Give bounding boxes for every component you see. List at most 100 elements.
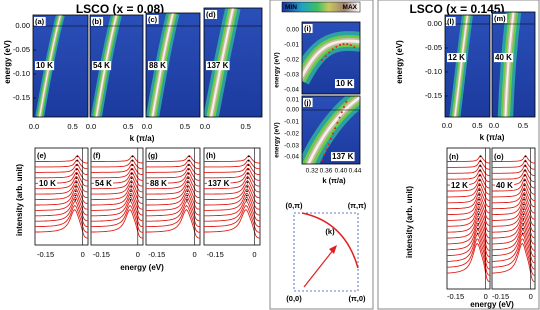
peak-dot (130, 172, 133, 175)
edc-curve (447, 229, 490, 264)
panel-tag-bg (493, 13, 508, 23)
edc-curve (91, 154, 143, 164)
peak-dot (523, 194, 526, 196)
dispersion-point (323, 153, 326, 156)
dispersion-point (342, 43, 345, 46)
temperature-bg (148, 61, 168, 71)
edc-curve (492, 164, 535, 176)
edc-curve (204, 196, 260, 222)
edc-curve (204, 175, 260, 193)
panel-tag: (k) (325, 227, 335, 236)
edc-curve (447, 182, 490, 201)
band-core (39, 15, 62, 117)
y-axis-label: energy (eV) (395, 40, 404, 84)
x-tick-label: 0.0 (442, 121, 452, 130)
peak-dot (479, 155, 482, 158)
temperature-bg (207, 179, 231, 189)
edc-curve (91, 204, 143, 233)
temperature: 88 K (149, 61, 166, 70)
band-core (209, 8, 235, 117)
temperature: 137 K (332, 152, 354, 161)
peak-dot (523, 179, 526, 182)
edc-curve (447, 191, 490, 214)
x-tick-label: 0.5 (518, 121, 528, 130)
peak-dot (130, 177, 133, 180)
panel-border (89, 14, 144, 118)
peak-dot (247, 168, 250, 171)
y-tick-label: 0.00 (286, 107, 299, 114)
peak-dot (75, 168, 78, 171)
x-tick-label: 0.0 (29, 122, 39, 131)
edc-curve (447, 233, 490, 270)
dispersion-point (346, 43, 349, 46)
bz-corner: (π,π) (348, 201, 367, 210)
panel-tag: (g) (148, 151, 158, 160)
y-tick-label: -0.05 (425, 43, 442, 52)
edc-curve (447, 187, 490, 208)
edc-curve (146, 196, 200, 222)
panel-tag: (e) (37, 151, 47, 160)
peak-dot (186, 199, 188, 201)
heatmap (302, 22, 360, 94)
edc-curve (492, 242, 535, 283)
panel-tag: (l) (447, 17, 455, 26)
band-core (307, 96, 360, 164)
peak-dot (188, 159, 190, 162)
peak-dot (131, 164, 134, 167)
temperature: 54 K (93, 61, 110, 70)
edc-curve (91, 200, 143, 228)
edc-panel (203, 147, 261, 246)
x-axis-label: energy (eV) (470, 300, 514, 309)
edc-curve (447, 238, 490, 276)
panel-border (491, 11, 536, 118)
peak-dot (76, 155, 79, 158)
dispersion-point (349, 44, 352, 47)
edc-curve (492, 178, 535, 195)
panel-tag-bg (205, 9, 218, 19)
y-axis-label: energy (eV) (274, 122, 281, 157)
edc-curve (492, 214, 535, 245)
edc-curve (447, 210, 490, 239)
edc-curves (91, 154, 143, 239)
edc-curve (447, 159, 490, 170)
edc-curve (447, 201, 490, 226)
temperature-bg (450, 181, 470, 191)
panel-tag-bg (36, 150, 48, 160)
x-tick-label: 0.44 (349, 168, 362, 175)
peak-dot (75, 172, 78, 175)
edc-curve (492, 219, 535, 251)
peak-dot (187, 168, 190, 171)
x-tick-label: -0.15 (492, 292, 509, 301)
edc-curve (35, 159, 88, 170)
panel-tag: (d) (206, 10, 216, 19)
x-tick-label: -0.15 (148, 250, 165, 259)
edc-curve (447, 178, 490, 195)
y-tick-label: -0.03 (284, 143, 299, 150)
dispersion-point (339, 43, 341, 46)
x-tick-label: 0.0 (86, 122, 96, 131)
peak-dot (247, 159, 250, 162)
edc-curves (35, 154, 88, 239)
edc-curve (35, 192, 88, 216)
x-tick-label: 0.5 (180, 122, 190, 131)
edc-panel (34, 147, 89, 246)
x-axis-label: k (π/a) (130, 134, 155, 143)
edc-curve (204, 192, 260, 216)
band-core (95, 15, 118, 117)
edc-curve (35, 196, 88, 222)
panel-tag: (n) (449, 152, 459, 161)
edc-curve (91, 159, 143, 170)
dispersion-point (321, 159, 323, 161)
peak-dot (186, 185, 189, 188)
y-axis-label: energy (eV) (274, 52, 281, 87)
cut-arrow (303, 248, 335, 288)
x-tick-label: 0.5 (472, 121, 482, 130)
edc-curve (35, 208, 88, 239)
peak-dot (245, 199, 248, 201)
title: LSCO (x = 0.08) (76, 2, 164, 16)
edc-curve (204, 188, 260, 210)
x-tick-label: 0.5 (67, 122, 77, 131)
dispersion-point (324, 55, 327, 58)
panel-tag: (h) (206, 151, 216, 160)
edc-curve (492, 196, 535, 220)
